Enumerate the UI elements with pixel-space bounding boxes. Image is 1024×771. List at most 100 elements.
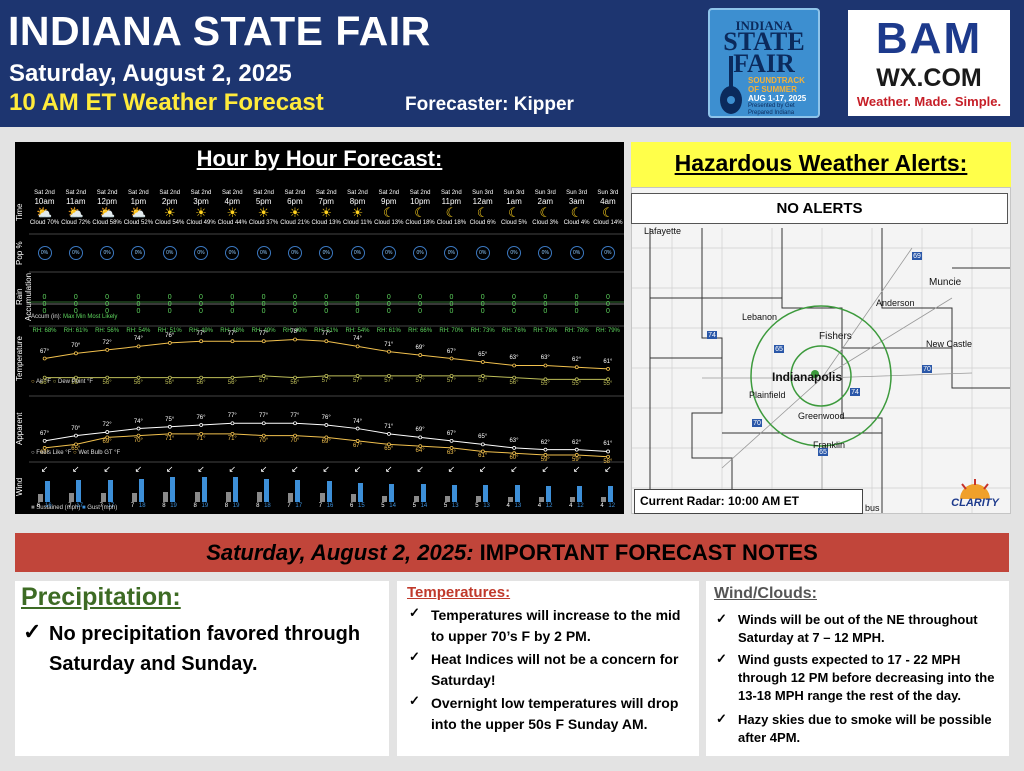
wind-direction-arrow-icon: ↙ [134, 464, 143, 474]
gust-wind-value: 14 [420, 503, 428, 509]
air-temp-point [606, 367, 610, 371]
rain-accum-value: 0 [230, 294, 235, 301]
precipitation-notes: Precipitation: ✓ No precipitation favore… [15, 581, 389, 756]
wbgt-label: 67° [352, 442, 363, 449]
rain-accum-value: 0 [42, 308, 47, 315]
gust-wind-bar [608, 486, 614, 502]
dew-point-point [512, 375, 517, 380]
feels-like-point [324, 423, 329, 427]
hour-day: Sat 2nd [409, 190, 431, 196]
wbgt-label: 59° [540, 456, 550, 463]
gust-wind-value: 17 [295, 503, 303, 509]
cloud-cover: Cloud 13% [374, 220, 404, 226]
rain-accum-value: 0 [167, 301, 172, 308]
radar-map: 69 74 65 70 70 74 65 Lafayette Lebanon F… [631, 187, 1011, 514]
feels-like-label: 63° [509, 437, 519, 444]
rain-accum-value: 0 [355, 308, 360, 315]
rain-accum-value: 0 [292, 301, 297, 308]
dew-point-point [449, 373, 454, 378]
accum-legend-label: Accum (in): [31, 314, 62, 320]
feels-like-point [230, 421, 235, 426]
moon-cloud-icon: ☾ [414, 205, 426, 220]
dew-point-label: 55° [603, 381, 613, 388]
moon-icon: ☾ [539, 205, 552, 220]
rain-accum-value: 0 [386, 301, 391, 308]
rain-accum-value: 0 [449, 308, 454, 315]
temperatures-heading: Temperatures: [407, 584, 511, 601]
feels-like-label: 61° [603, 441, 613, 448]
air-temp-point [293, 337, 297, 342]
rain-accum-value: 0 [105, 294, 110, 301]
bam-logo-line1: BAM [875, 14, 983, 63]
gust-wind-value: 12 [577, 503, 584, 509]
gust-wind-value: 13 [451, 503, 459, 509]
check-icon: ✓ [409, 693, 420, 708]
wbgt-point [324, 435, 329, 440]
feels-like-label: 76° [196, 415, 206, 422]
rain-accum-value: 0 [292, 308, 297, 315]
hour-time: 11am [66, 197, 86, 206]
moon-icon: ☾ [508, 205, 520, 220]
pop-value: 0% [131, 246, 146, 260]
temp-bullet-text-1: Temperatures will increase to the mid to… [431, 607, 681, 644]
radar-map-graphics: 69 74 65 70 70 74 65 Lafayette Lebanon F… [632, 188, 1010, 513]
wbgt-label: 63° [446, 449, 456, 456]
rain-accum-value: 0 [480, 301, 485, 308]
dew-point-point [355, 373, 360, 378]
gust-wind-value: 16 [45, 503, 52, 509]
gust-wind-bar [545, 486, 551, 502]
rain-accum-value: 0 [105, 301, 110, 308]
gust-wind-bar [264, 478, 270, 502]
dew-point-label: 55° [572, 381, 582, 388]
wbgt-label: 63° [39, 449, 50, 456]
pop-value: 0% [287, 246, 302, 260]
feels-like-point [543, 447, 548, 452]
wbgt-legend-label: Wet Bulb GT °F [78, 450, 121, 456]
rain-accum-value: 0 [418, 308, 423, 315]
gust-wind-bar [577, 486, 583, 502]
feels-like-point [199, 423, 204, 427]
dew-point-label: 56° [196, 379, 206, 386]
air-legend-marker-icon: ○ [31, 379, 35, 385]
wbgt-point [512, 451, 517, 456]
wbgt-label: 65° [384, 446, 394, 453]
pop-value: 0% [600, 246, 615, 260]
wind-direction-arrow-icon: ↙ [353, 464, 362, 474]
wbgt-point [418, 444, 423, 449]
wind-direction-arrow-icon: ↙ [510, 464, 518, 474]
dew-point-point [606, 377, 610, 382]
forecast-issue-time: 10 AM ET Weather Forecast [9, 89, 324, 116]
wbgt-label: 64° [415, 448, 425, 455]
wind-cloud-notes: Wind/Clouds: ✓ Winds will be out of the … [706, 581, 1009, 756]
guitar-icon [720, 56, 742, 114]
wbgt-point [167, 431, 172, 436]
wind-direction-arrow-icon: ↙ [197, 464, 205, 474]
forecast-notes-banner: Saturday, August 2, 2025: IMPORTANT FORE… [15, 533, 1009, 572]
sustained-wind-bar [570, 496, 576, 502]
relative-humidity: RH: 78% [533, 328, 558, 334]
relative-humidity: RH: 51% [314, 328, 339, 334]
sustained-wind-bar [131, 492, 137, 502]
wbgt-point [42, 446, 47, 450]
cloud-cover: Cloud 70% [29, 220, 60, 226]
sun-icon: ☀ [289, 205, 301, 220]
dew-point-label: 56° [133, 379, 143, 386]
highway-shield-70: 70 [923, 366, 931, 373]
air-temp-point [105, 347, 110, 352]
wbgt-point [293, 433, 297, 438]
header-bar: INDIANA STATE FAIR Saturday, August 2, 2… [0, 0, 1024, 127]
rain-accum-value: 0 [449, 294, 454, 301]
rain-accum-value: 0 [167, 308, 172, 315]
gust-wind-bar [451, 485, 457, 502]
wind-direction-arrow-icon: ↙ [447, 464, 456, 474]
air-temp-point [74, 351, 78, 356]
air-temp-line [44, 338, 609, 370]
hour-day: Sat 2nd [315, 190, 337, 196]
rain-accum-value: 0 [136, 308, 141, 315]
hour-column-1: Sat 2nd 11am ⛅ Cloud 72% [60, 190, 91, 227]
precipitation-heading: Precipitation: [21, 583, 181, 611]
map-label-plainfield: Plainfield [749, 390, 786, 400]
hour-time: 3am [568, 197, 585, 206]
map-label-greenwood: Greenwood [798, 411, 845, 421]
feels-like-label: 65° [478, 434, 488, 441]
